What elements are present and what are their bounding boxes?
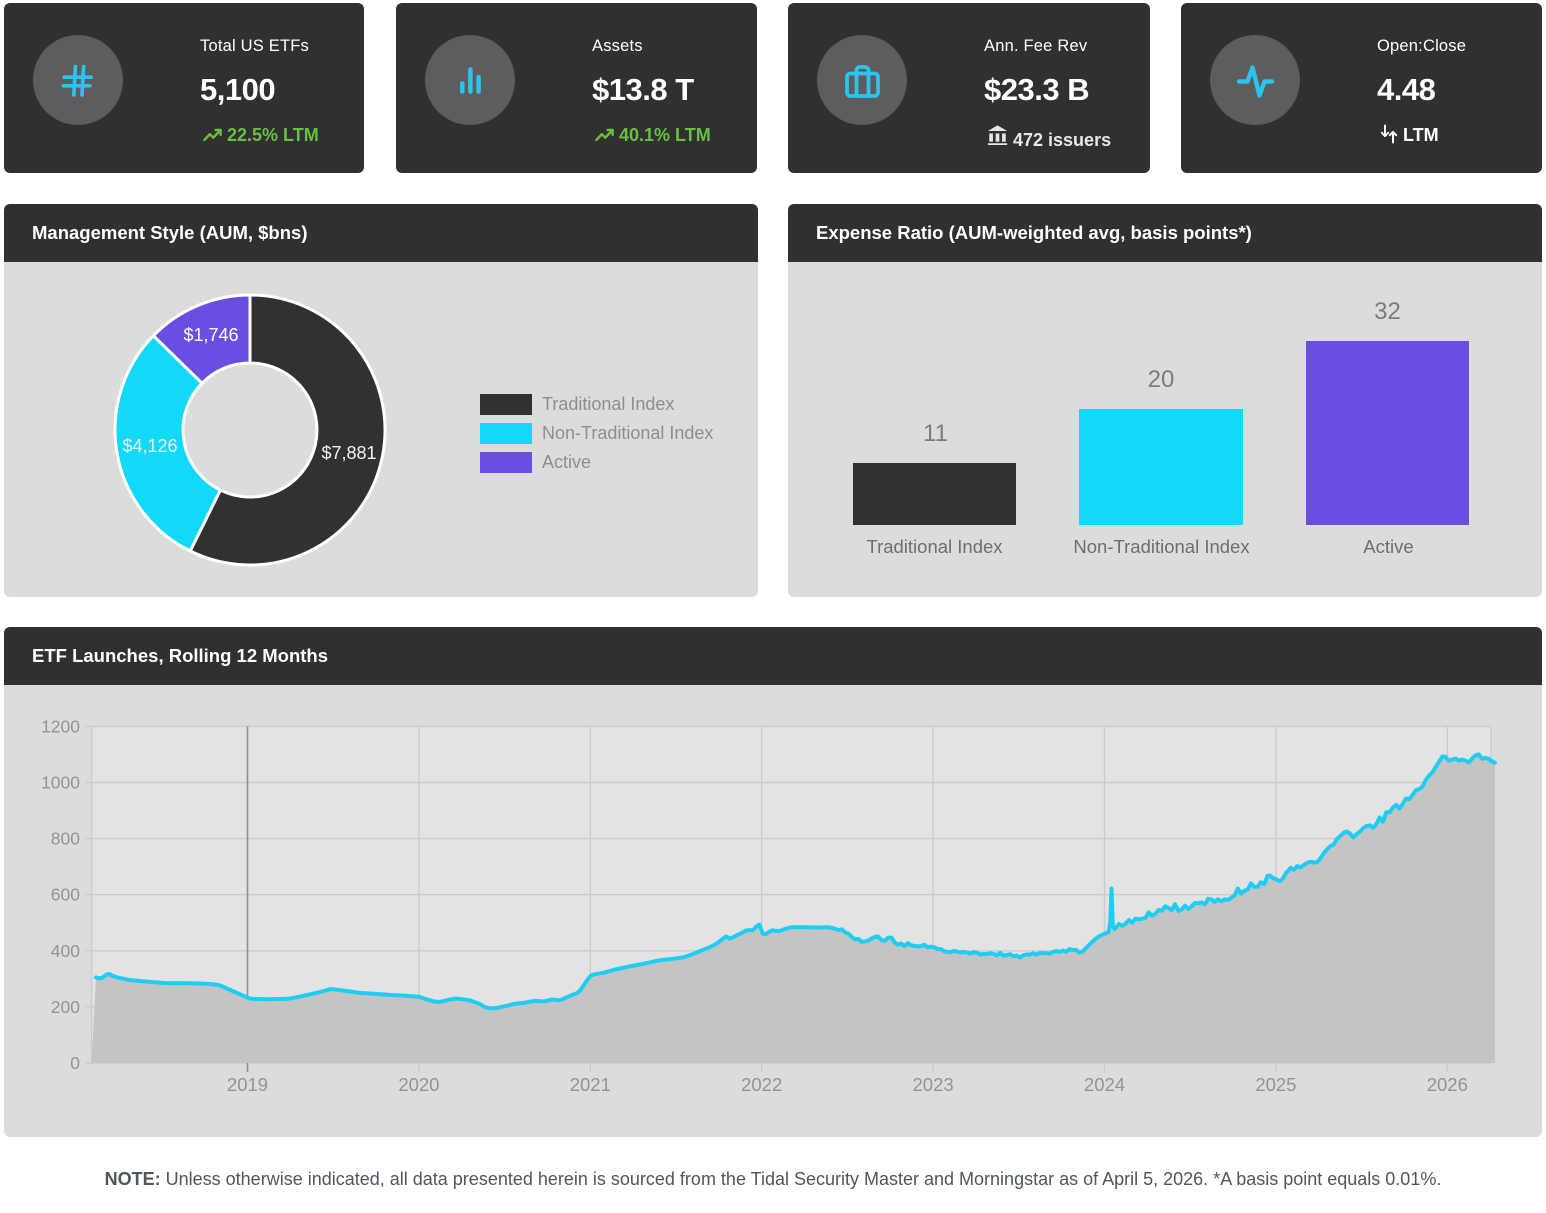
svg-text:$7,881: $7,881 — [321, 443, 376, 463]
svg-text:$4,126: $4,126 — [122, 436, 177, 456]
svg-text:200: 200 — [51, 997, 80, 1017]
svg-text:1000: 1000 — [41, 773, 80, 793]
svg-text:800: 800 — [51, 829, 80, 849]
svg-text:2020: 2020 — [398, 1074, 439, 1095]
svg-text:2023: 2023 — [913, 1074, 954, 1095]
svg-text:2025: 2025 — [1255, 1074, 1296, 1095]
svg-text:2022: 2022 — [741, 1074, 782, 1095]
svg-text:$1,746: $1,746 — [183, 325, 238, 345]
svg-text:1200: 1200 — [41, 716, 80, 736]
svg-text:600: 600 — [51, 885, 80, 905]
svg-text:400: 400 — [51, 941, 80, 961]
svg-text:2024: 2024 — [1084, 1074, 1125, 1095]
svg-text:2019: 2019 — [227, 1074, 268, 1095]
svg-text:2021: 2021 — [570, 1074, 611, 1095]
svg-text:2026: 2026 — [1427, 1074, 1468, 1095]
svg-text:0: 0 — [70, 1053, 80, 1073]
